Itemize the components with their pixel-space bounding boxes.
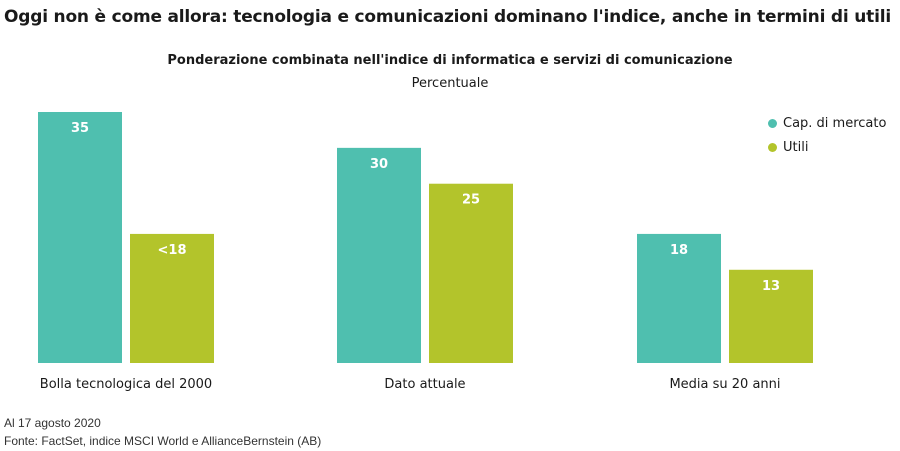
bar-cap-di-mercato-media-su-20-anni [637,233,721,363]
chart-title: Ponderazione combinata nell'indice di in… [167,53,733,68]
chart-headline: Oggi non è come allora: tecnologia e com… [4,7,891,27]
data-label-utili-bolla-tecnologica-del-2000: <18 [158,243,187,258]
legend-swatch-earnings [768,142,777,152]
legend-swatch-market-cap [768,118,777,128]
legend-label-earnings: Utili [783,139,809,155]
data-label-cap-di-mercato-dato-attuale: 30 [370,157,388,172]
bar-utili-dato-attuale [429,183,513,363]
legend-label-market-cap: Cap. di mercato [783,115,887,131]
footnote-date: Al 17 agosto 2020 [4,416,101,430]
data-label-cap-di-mercato-media-su-20-anni: 18 [670,243,688,258]
footnote-source: Fonte: FactSet, indice MSCI World e Alli… [4,434,322,448]
bar-utili-media-su-20-anni [729,269,813,363]
data-label-cap-di-mercato-bolla-tecnologica-del-2000: 35 [71,121,89,136]
bar-cap-di-mercato-dato-attuale [337,147,421,363]
legend-item-earnings: Utili [768,137,886,157]
data-label-utili-media-su-20-anni: 13 [762,279,780,294]
category-label-bolla-tecnologica-del-2000: Bolla tecnologica del 2000 [40,377,212,392]
category-label-media-su-20-anni: Media su 20 anni [669,377,780,392]
legend-item-market-cap: Cap. di mercato [768,113,886,133]
bar-cap-di-mercato-bolla-tecnologica-del-2000 [38,112,122,363]
chart-legend: Cap. di mercato Utili [768,113,886,161]
bar-utili-bolla-tecnologica-del-2000 [130,233,214,363]
data-label-utili-dato-attuale: 25 [462,193,480,208]
category-label-dato-attuale: Dato attuale [384,377,465,392]
chart-subtitle: Percentuale [411,76,489,91]
